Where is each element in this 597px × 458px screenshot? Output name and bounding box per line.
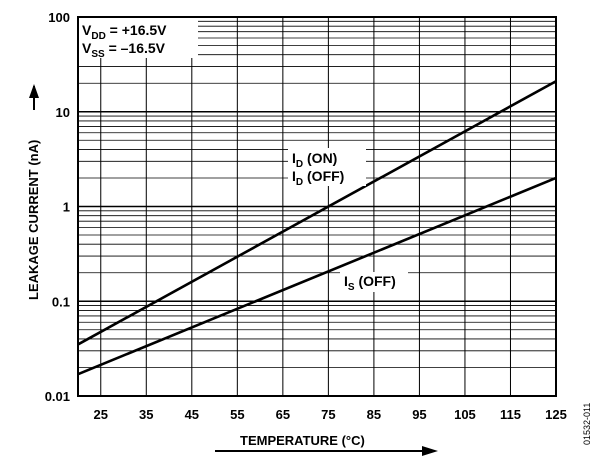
y-tick-label: 0.1 xyxy=(52,294,70,309)
supply-annotation: VDD = +16.5V VSS = –16.5V xyxy=(79,18,198,60)
y-axis-title: LEAKAGE CURRENT (nA) xyxy=(26,140,41,300)
x-tick-label: 35 xyxy=(139,407,153,422)
x-tick-label: 55 xyxy=(230,407,244,422)
id-on-label: ID (ON) xyxy=(292,150,337,170)
x-tick-label: 105 xyxy=(454,407,476,422)
series-lines xyxy=(77,80,557,376)
y-axis-arrowhead xyxy=(29,84,39,98)
x-tick-labels: 25 35 45 55 65 75 85 95 105 115 125 xyxy=(94,407,567,422)
x-axis-arrowhead xyxy=(422,446,438,456)
is-series-label-box xyxy=(340,272,408,292)
plot-frame xyxy=(77,16,557,397)
grid-lines xyxy=(78,17,556,397)
y-tick-label: 0.01 xyxy=(45,389,70,404)
id-series-label-box xyxy=(288,148,366,186)
series-line-2 xyxy=(77,176,557,376)
x-tick-label: 115 xyxy=(500,407,521,422)
id-series-label: ID (ON) ID (OFF) xyxy=(288,148,366,188)
is-series-label: IS (OFF) xyxy=(340,272,408,293)
figure-id: 01532-011 xyxy=(582,403,592,445)
vss-annotation: VSS = –16.5V xyxy=(82,40,166,60)
x-tick-label: 45 xyxy=(185,407,199,422)
x-tick-label: 125 xyxy=(545,407,567,422)
x-axis-title: TEMPERATURE (°C) xyxy=(240,433,365,448)
x-tick-label: 75 xyxy=(321,407,335,422)
y-tick-labels: 0.01 0.1 1 10 100 xyxy=(45,10,70,404)
y-tick-label: 1 xyxy=(63,200,70,215)
x-tick-label: 85 xyxy=(367,407,381,422)
is-off-label: IS (OFF) xyxy=(344,273,396,293)
y-tick-label: 10 xyxy=(56,105,70,120)
x-tick-label: 25 xyxy=(94,407,108,422)
x-tick-label: 95 xyxy=(412,407,426,422)
x-axis-title-group: TEMPERATURE (°C) xyxy=(215,433,438,456)
y-tick-label: 100 xyxy=(48,10,70,25)
series-line-1 xyxy=(77,80,557,346)
x-tick-label: 65 xyxy=(276,407,290,422)
vdd-annotation: VDD = +16.5V xyxy=(82,22,167,42)
y-axis-title-group: LEAKAGE CURRENT (nA) xyxy=(26,84,41,300)
id-off-label: ID (OFF) xyxy=(292,168,344,188)
supply-annotation-box xyxy=(79,18,198,58)
